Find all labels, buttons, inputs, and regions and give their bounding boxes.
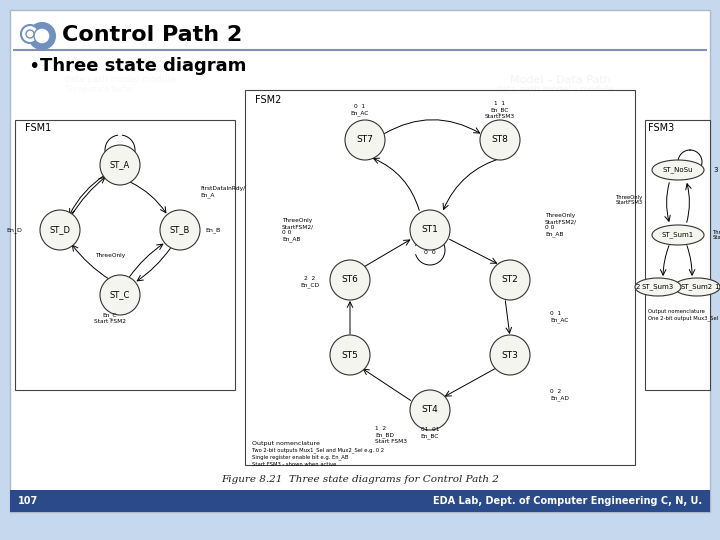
Text: ST_D: ST_D bbox=[50, 226, 71, 234]
Text: ST_C: ST_C bbox=[110, 291, 130, 300]
Circle shape bbox=[40, 210, 80, 250]
Text: FSM2: FSM2 bbox=[255, 95, 282, 105]
Circle shape bbox=[480, 120, 520, 160]
Text: ST3: ST3 bbox=[502, 350, 518, 360]
Text: FSM1: FSM1 bbox=[25, 123, 51, 133]
Text: Output nomenclature
One 2-bit output Mux3_Sel: Output nomenclature One 2-bit output Mux… bbox=[648, 309, 719, 321]
Text: ThreeOnly
StartFSM2/
0 0
En_AB: ThreeOnly StartFSM2/ 0 0 En_AB bbox=[282, 219, 314, 241]
Text: ST8: ST8 bbox=[492, 136, 508, 145]
Text: 107: 107 bbox=[18, 496, 38, 506]
Text: Two 2-bit outputs Mux1_Sel and Mux2_Sel e.g. 0 2: Two 2-bit outputs Mux1_Sel and Mux2_Sel … bbox=[252, 447, 384, 453]
Text: 1  2
En_BD
Start FSM3: 1 2 En_BD Start FSM3 bbox=[375, 427, 407, 444]
Text: FirstDataInRdy/
En_A: FirstDataInRdy/ En_A bbox=[200, 186, 245, 198]
Text: 0  1
En_AC: 0 1 En_AC bbox=[351, 104, 369, 116]
Text: ST_Sum1: ST_Sum1 bbox=[662, 232, 694, 238]
Text: ThreeOnly
StartFSM3: ThreeOnly StartFSM3 bbox=[713, 230, 720, 240]
Text: ST4: ST4 bbox=[422, 406, 438, 415]
Circle shape bbox=[29, 23, 55, 49]
Text: 0  2
En_AD: 0 2 En_AD bbox=[550, 389, 569, 401]
Text: ST6: ST6 bbox=[341, 275, 359, 285]
Text: 2  2
En_CD: 2 2 En_CD bbox=[300, 276, 320, 288]
Text: 3: 3 bbox=[713, 167, 718, 173]
Text: ST1: ST1 bbox=[422, 226, 438, 234]
Text: ST7: ST7 bbox=[356, 136, 374, 145]
Text: 0  0: 0 0 bbox=[424, 251, 436, 255]
Text: ThreeOnly
StartFSM2/
0 0
En_AB: ThreeOnly StartFSM2/ 0 0 En_AB bbox=[545, 213, 577, 237]
Text: ST_Sum3: ST_Sum3 bbox=[642, 284, 674, 291]
Text: ST_NoSu: ST_NoSu bbox=[662, 167, 693, 173]
Text: Three state diagram: Three state diagram bbox=[40, 57, 246, 75]
Bar bbox=[645, 120, 710, 390]
Bar bbox=[15, 120, 235, 390]
Text: Model – Data Path: Model – Data Path bbox=[510, 75, 611, 85]
Circle shape bbox=[100, 275, 140, 315]
Text: 2: 2 bbox=[636, 284, 640, 290]
Circle shape bbox=[345, 120, 385, 160]
Circle shape bbox=[26, 30, 34, 38]
Text: Figure 8.21  Three state diagrams for Control Path 2: Figure 8.21 Three state diagrams for Con… bbox=[221, 476, 499, 484]
Ellipse shape bbox=[635, 278, 681, 296]
Circle shape bbox=[490, 260, 530, 300]
Text: FSM3: FSM3 bbox=[648, 123, 674, 133]
Text: 1  1
En_BC
StartFSM3: 1 1 En_BC StartFSM3 bbox=[485, 102, 515, 119]
Text: ThreeOnly: ThreeOnly bbox=[95, 253, 125, 258]
FancyBboxPatch shape bbox=[10, 10, 710, 512]
Circle shape bbox=[490, 335, 530, 375]
Text: Output nomenclature: Output nomenclature bbox=[252, 441, 320, 446]
Text: Three-state buffer: Three-state buffer bbox=[65, 85, 135, 94]
Ellipse shape bbox=[652, 225, 704, 245]
Text: •: • bbox=[28, 57, 40, 76]
Bar bbox=[10, 490, 710, 512]
Circle shape bbox=[21, 25, 39, 43]
Text: ST2: ST2 bbox=[502, 275, 518, 285]
Text: Start FSM3 - shown when active: Start FSM3 - shown when active bbox=[252, 462, 336, 467]
Text: En_C
Start FSM2: En_C Start FSM2 bbox=[94, 312, 126, 324]
Text: ST_Sum2: ST_Sum2 bbox=[681, 284, 713, 291]
Text: ST5: ST5 bbox=[341, 350, 359, 360]
Circle shape bbox=[34, 28, 50, 44]
Text: En_B: En_B bbox=[205, 227, 220, 233]
Text: VHDL code/Three-state buffer: VHDL code/Three-state buffer bbox=[443, 105, 557, 114]
Circle shape bbox=[330, 335, 370, 375]
Ellipse shape bbox=[652, 160, 704, 180]
Text: EDA Lab, Dept. of Computer Engineering C, N, U.: EDA Lab, Dept. of Computer Engineering C… bbox=[433, 496, 702, 506]
Text: 0  1
En_AC: 0 1 En_AC bbox=[550, 311, 568, 323]
Circle shape bbox=[100, 145, 140, 185]
Text: En_D: En_D bbox=[6, 227, 22, 233]
Text: controlled by the components in control path: controlled by the components in control … bbox=[373, 96, 546, 105]
Text: ST_A: ST_A bbox=[110, 160, 130, 170]
Circle shape bbox=[410, 210, 450, 250]
Text: ST_B: ST_B bbox=[170, 226, 190, 234]
Circle shape bbox=[160, 210, 200, 250]
Bar bbox=[245, 90, 635, 465]
Text: Single register enable bit e.g. En_AB: Single register enable bit e.g. En_AB bbox=[252, 454, 348, 460]
Circle shape bbox=[330, 260, 370, 300]
Ellipse shape bbox=[674, 278, 720, 296]
Text: Control Path 2: Control Path 2 bbox=[62, 25, 242, 45]
Text: ThreeOnly
StartFSM3: ThreeOnly StartFSM3 bbox=[616, 194, 643, 205]
Text: data path model module: data path model module bbox=[64, 76, 176, 84]
Text: 01  01
En_BC: 01 01 En_BC bbox=[420, 427, 439, 438]
Text: data path model - module: data path model - module bbox=[496, 85, 614, 94]
Circle shape bbox=[410, 390, 450, 430]
Text: 1: 1 bbox=[714, 284, 719, 290]
